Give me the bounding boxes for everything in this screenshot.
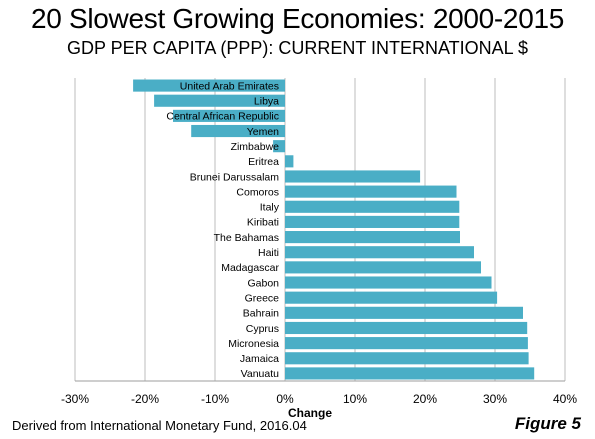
bar [191,124,285,138]
chart-subtitle: GDP PER CAPITA (PPP): CURRENT INTERNATIO… [66,38,529,58]
category-label: Bahrain [243,308,279,320]
category-label: Jamaica [240,353,279,365]
category-label: Eritrea [248,156,279,168]
x-tick-label: 10% [343,392,367,406]
x-tick-label: 40% [553,392,577,406]
bar [285,276,492,289]
bar [285,246,474,259]
bar [285,155,294,168]
chart-title: 20 Slowest Growing Economies: 2000-2015 [30,3,565,34]
category-label: Central African Republic [166,111,279,123]
category-label: Gabon [247,277,279,289]
bar [285,306,523,319]
category-label: The Bahamas [214,232,279,244]
category-label: Haiti [258,247,279,259]
bar [285,367,535,380]
category-label: Cyprus [246,323,279,335]
bar [133,79,285,92]
bar [285,352,529,365]
x-tick-label: 0% [276,392,294,406]
category-label: United Arab Emirates [180,80,279,92]
category-label: Madagascar [221,262,279,274]
category-label: Kiribati [247,217,279,229]
bar [285,321,528,335]
bar [173,109,285,122]
bar [285,215,460,228]
source-note: Derived from International Monetary Fund… [12,418,307,433]
bar [285,337,528,350]
category-label: Yemen [247,126,279,138]
bar [285,170,421,183]
bar [285,291,498,304]
category-label: Greece [245,292,280,304]
category-label: Zimbabwe [231,141,280,153]
x-tick-label: 20% [413,392,437,406]
category-label: Italy [260,202,280,214]
x-tick-label: -20% [131,392,159,406]
figure-label: Figure 5 [514,414,581,433]
category-label: Libya [254,96,279,108]
bar [285,231,460,244]
bar [285,200,460,213]
bar [273,140,285,153]
bar [285,185,457,198]
bar [154,94,285,107]
bar [285,261,481,274]
x-tick-label: 30% [483,392,507,406]
category-label: Vanuatu [241,368,279,380]
category-label: Brunei Darussalam [190,171,280,183]
x-tick-label: -30% [61,392,89,406]
category-label: Comoros [236,186,279,198]
x-tick-label: -10% [201,392,229,406]
category-label: Micronesia [228,338,279,350]
x-axis-title: Change [288,406,332,420]
